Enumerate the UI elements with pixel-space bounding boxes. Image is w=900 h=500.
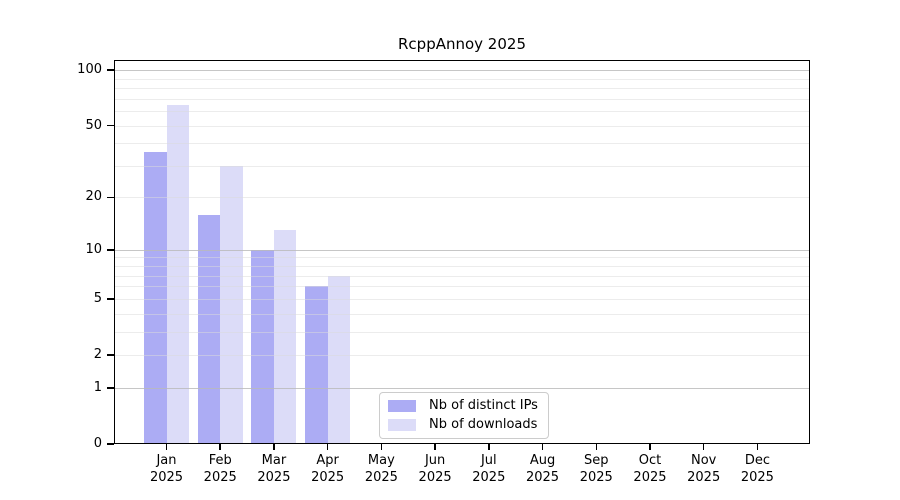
- y-tick-label: 100: [77, 62, 102, 78]
- gridline-1: [114, 387, 810, 389]
- x-tick-label-jul: Jul 2025: [472, 453, 506, 485]
- x-tick-label-dec: Dec 2025: [740, 453, 774, 485]
- legend-label: Nb of distinct IPs: [429, 398, 538, 413]
- legend-swatch-distinct-ips: [388, 400, 416, 412]
- y-tick-label: 10: [85, 241, 102, 257]
- gridline-3: [114, 331, 810, 333]
- x-tick-label-apr: Apr 2025: [311, 453, 345, 485]
- bar-downloads-apr: [327, 275, 351, 444]
- x-tick: [702, 444, 705, 450]
- y-tick: [107, 249, 114, 251]
- x-tick: [380, 444, 383, 450]
- gridline-40: [114, 143, 810, 145]
- gridline-6: [114, 286, 810, 288]
- bar-distinct-ips-apr: [305, 286, 328, 444]
- legend-item-downloads: Nb of downloads: [388, 418, 538, 432]
- y-tick: [107, 354, 114, 356]
- gridline-4: [114, 313, 810, 315]
- bar-distinct-ips-feb: [197, 214, 221, 444]
- legend-item-distinct-ips: Nb of distinct IPs: [388, 399, 538, 413]
- plot-area: 0 1 2 5 10 20 50 100 Jan 2025 Feb 2025 Mar 2025 Apr 20…: [77, 60, 810, 485]
- y-tick-label: 20: [85, 189, 102, 205]
- x-tick: [326, 444, 329, 450]
- x-tick-label-feb: Feb 2025: [203, 453, 237, 485]
- y-tick: [107, 124, 114, 127]
- gridline-90: [114, 78, 810, 80]
- gridline-2: [114, 355, 810, 356]
- x-tick-label-mar: Mar 2025: [257, 453, 291, 485]
- gridline-80: [114, 88, 810, 90]
- y-tick: [107, 298, 114, 300]
- gridline-8: [114, 266, 810, 268]
- legend-swatch-downloads: [388, 419, 416, 431]
- y-tick: [107, 69, 114, 71]
- x-tick-label-jan: Jan 2025: [149, 453, 184, 485]
- x-tick-label-sep: Sep 2025: [579, 453, 613, 485]
- gridline-30: [114, 165, 810, 167]
- x-tick: [219, 444, 221, 450]
- x-tick-label-jun: Jun 2025: [418, 453, 452, 485]
- bar-downloads-feb: [220, 165, 243, 444]
- x-tick-label-aug: Aug 2025: [525, 453, 560, 485]
- legend-label: Nb of downloads: [429, 417, 538, 432]
- bars-layer: [114, 60, 810, 444]
- gridline-100: [114, 70, 810, 72]
- y-tick-label: 5: [93, 290, 102, 306]
- legend: Nb of distinct IPs Nb of downloads: [379, 392, 549, 439]
- gridline-10: [114, 249, 810, 251]
- y-tick: [107, 387, 114, 389]
- gridline-9: [114, 257, 810, 259]
- gridline-50: [114, 125, 810, 127]
- y-tick-label: 50: [85, 117, 102, 133]
- gridline-70: [114, 98, 810, 100]
- bar-distinct-ips-jan: [144, 151, 167, 444]
- x-tick: [273, 444, 275, 450]
- x-tick: [434, 444, 436, 450]
- x-tick: [756, 444, 759, 450]
- x-tick: [649, 444, 651, 450]
- y-tick-label: 0: [93, 436, 102, 451]
- y-tick: [107, 196, 114, 199]
- x-tick-label-oct: Oct 2025: [633, 453, 667, 485]
- x-tick: [488, 444, 490, 450]
- x-tick: [595, 444, 597, 450]
- grid-layer: [114, 60, 810, 444]
- bar-downloads-mar: [273, 230, 297, 444]
- gridline-7: [114, 275, 810, 277]
- x-tick-label-nov: Nov 2025: [687, 453, 721, 485]
- gridline-60: [114, 111, 810, 113]
- x-tick: [541, 444, 544, 450]
- gridline-20: [114, 197, 810, 199]
- y-tick-label: 1: [93, 379, 102, 395]
- x-tick: [165, 444, 168, 450]
- bar-downloads-jan: [166, 104, 189, 444]
- bar-distinct-ips-mar: [251, 249, 274, 444]
- y-tick-label: 2: [93, 347, 102, 362]
- x-tick-label-may: May 2025: [364, 453, 398, 485]
- y-tick: [107, 443, 114, 445]
- gridline-5: [114, 298, 810, 300]
- chart-title: RcppAnnoy 2025: [398, 35, 526, 53]
